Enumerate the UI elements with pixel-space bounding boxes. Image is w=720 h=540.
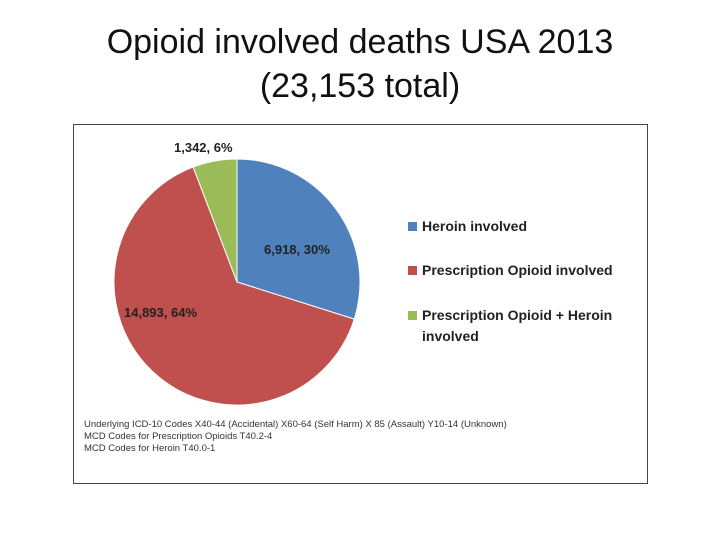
note-prescription-codes: MCD Codes for Prescription Opioids T40.2… — [84, 431, 273, 442]
legend-swatch-prescription — [408, 266, 417, 275]
pie-slice-combined — [192, 158, 238, 283]
note-heroin-codes: MCD Codes for Heroin T40.0-1 — [84, 443, 216, 454]
pie-slice-heroin — [236, 158, 361, 320]
pie-slices — [113, 158, 361, 406]
legend-swatch-heroin — [408, 222, 417, 231]
legend-label-prescription: Prescription Opioid involved — [422, 262, 613, 278]
slide-title: Opioid involved deaths USA 2013 (23,153 … — [40, 20, 680, 108]
slice-label-prescription: 14,893, 64% — [124, 305, 197, 320]
pie-slice-prescription — [113, 166, 355, 406]
slice-label-combined: 1,342, 6% — [174, 140, 233, 155]
chart-notes: Underlying ICD-10 Codes X40-44 (Accident… — [84, 419, 507, 455]
title-line-1: Opioid involved deaths USA 2013 — [106, 23, 614, 61]
chart-frame: 6,918, 30% 14,893, 64% 1,342, 6% Heroin … — [73, 124, 648, 484]
note-icd-codes: Underlying ICD-10 Codes X40-44 (Accident… — [84, 419, 507, 430]
legend-label-combined: Prescription Opioid + Heroin — [422, 307, 612, 323]
slice-label-heroin: 6,918, 30% — [264, 242, 330, 257]
legend-swatch-combined — [408, 311, 417, 320]
legend-label-heroin: Heroin involved — [422, 218, 527, 234]
legend-label-combined-cont: involved — [422, 328, 479, 344]
pie-chart: 6,918, 30% 14,893, 64% 1,342, 6% Heroin … — [113, 140, 613, 406]
title-line-2: (23,153 total) — [259, 67, 461, 105]
